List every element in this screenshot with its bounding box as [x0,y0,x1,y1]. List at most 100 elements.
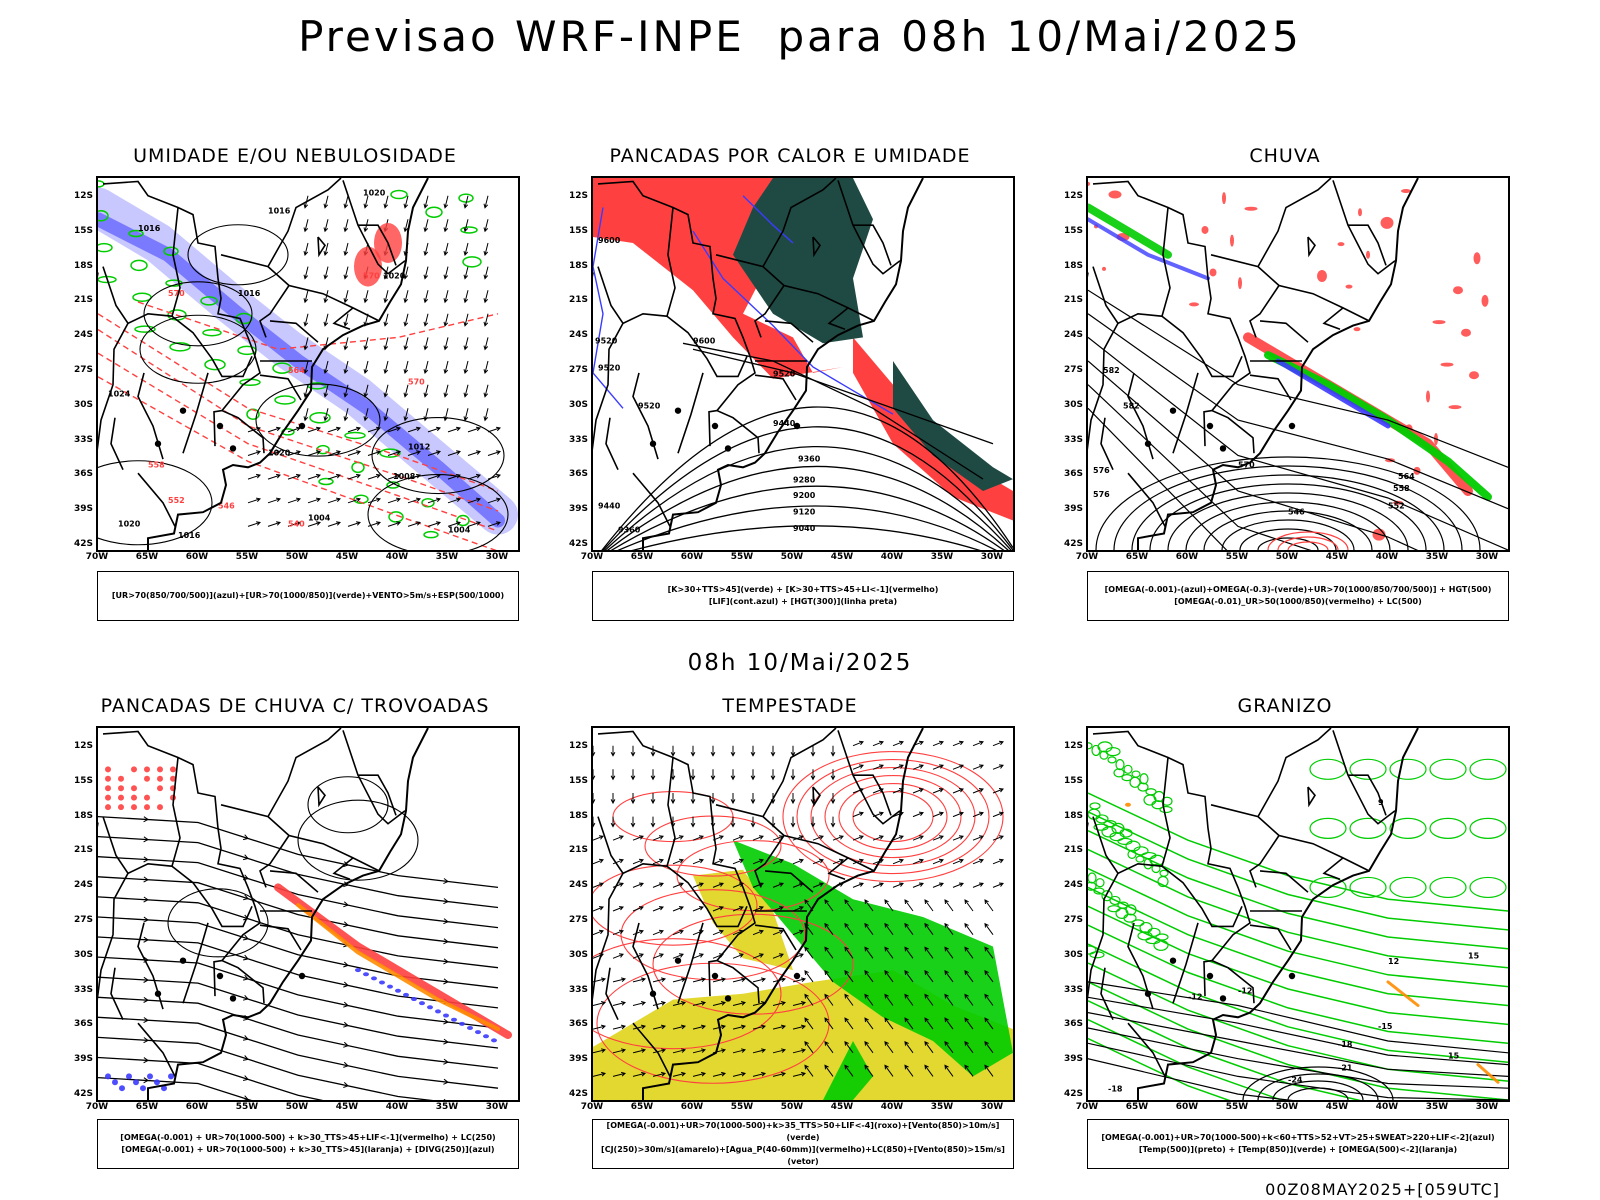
green-moisture-contour [169,342,191,352]
lake [711,972,719,980]
lat-tick-label: 12S [1063,741,1083,751]
green-moisture-contour [202,328,222,337]
temp850-green-contour [1088,924,1508,1045]
wind-vector [247,497,261,504]
wind-vector [247,450,261,456]
stream-arrowhead [443,958,449,965]
wind-vector [383,290,389,304]
convection-red-patch [131,766,137,773]
border-line [677,922,704,1004]
border-line [98,872,129,1001]
lon-tick-label: 30W [980,1102,1004,1112]
wind-vector [804,993,814,1006]
border-line [754,924,797,951]
border-line [332,307,354,330]
border-line [213,959,223,997]
green-moisture-contour [309,411,331,424]
panel-title: CHUVA [1249,145,1321,167]
wind850-green-area [733,840,1013,1077]
border-line [259,374,302,401]
green-moisture-contour [344,431,366,440]
lat-tick-label: 33S [73,984,93,995]
lake [674,407,682,414]
lon-tick-label: 35W [435,552,459,562]
border-line [1127,1022,1166,1077]
stream-arrowhead [242,914,249,921]
wind-vector [652,906,664,912]
stream-arrowhead [242,974,249,981]
border-line [1172,922,1199,1004]
wind-vector [423,266,429,280]
stream-arrowhead [143,1037,149,1044]
wind-vector [443,290,449,304]
panel-legend: [OMEGA(-0.001)-(azul)+OMEGA(-0.3)-(verde… [1087,571,1509,621]
wind-vector [247,521,261,527]
omega-red-patch [1238,277,1242,290]
lon-tick-label: 35W [1425,1102,1449,1112]
wind-vector [303,360,309,375]
wind-vector [347,521,361,527]
divergence-blue-patch [355,968,361,973]
wind-vector [872,740,884,747]
omega-red-patch [1337,242,1345,247]
wind-vector [932,811,944,818]
lat-tick-label: 27S [568,915,588,925]
lon-tick-label: 55W [1225,1102,1249,1112]
map-tempestade [591,726,1015,1102]
omega-red-patch [1209,268,1217,277]
omega-red-patch [1230,234,1234,247]
wind-vector [984,1040,994,1054]
convection-red-patch [157,775,163,782]
wind-vector [712,1071,727,1077]
lon-tick-label: 40W [1375,1102,1399,1112]
lon-tick-label: 50W [780,552,804,562]
legend-line: [UR>70(850/700/500)](azul)+[UR>70(1000/8… [111,591,505,600]
wind-vector [952,882,964,888]
wind-vector [632,1071,647,1077]
wind-vector [952,740,964,747]
wind-vector [487,426,501,433]
temp850-green-contour [1088,867,1508,988]
hgt500-red-contour [1277,536,1339,550]
wind-vector [447,450,461,456]
contour-label: 12 [1388,957,1399,966]
wind-vector [427,497,441,504]
contour-label: 1008 [393,472,416,481]
wind-vector [463,290,469,304]
pressure-contour [255,383,381,457]
temp850-green-contour [1097,741,1113,753]
lat-tick-label: 30S [73,399,93,410]
stream-arrowhead [143,1077,149,1084]
border-line [137,472,176,527]
lon-tick-label: 70W [1075,1102,1099,1112]
convection-red-patch [144,775,150,782]
wind-vector [672,858,684,865]
hgt500-low-contour [1221,519,1355,550]
wind-vector [972,740,984,747]
wind-vector [652,953,664,959]
lon-tick-label: 60W [185,552,209,562]
lon-tick-label: 55W [1225,552,1249,562]
wind-vector [984,970,994,983]
wind-vector [972,882,984,888]
lat-tick-label: 39S [568,1054,588,1065]
basemap [1088,728,1419,1100]
lat-tick-label: 24S [73,880,93,891]
pressure-contour [98,460,213,546]
lat-tick-label: 21S [73,295,93,306]
wind-vector [463,266,469,280]
panel-legend: [OMEGA(-0.001)+UR>70(1000-500)+k<60+TTS>… [1087,1119,1509,1169]
wind850-green-area [823,1041,873,1100]
lake [1169,407,1177,414]
lat-tick-label: 18S [1063,810,1083,821]
stream-arrowhead [443,1018,449,1025]
wind-vector [810,769,816,781]
wind-vector [804,946,814,959]
wind-vector [852,835,864,841]
wind-vector [812,858,824,865]
hgt300-trough-contour [601,406,1013,550]
lon-tick-label: 35W [435,1102,459,1112]
temp850-green-contour [1153,939,1169,951]
wind-vector [612,882,624,888]
